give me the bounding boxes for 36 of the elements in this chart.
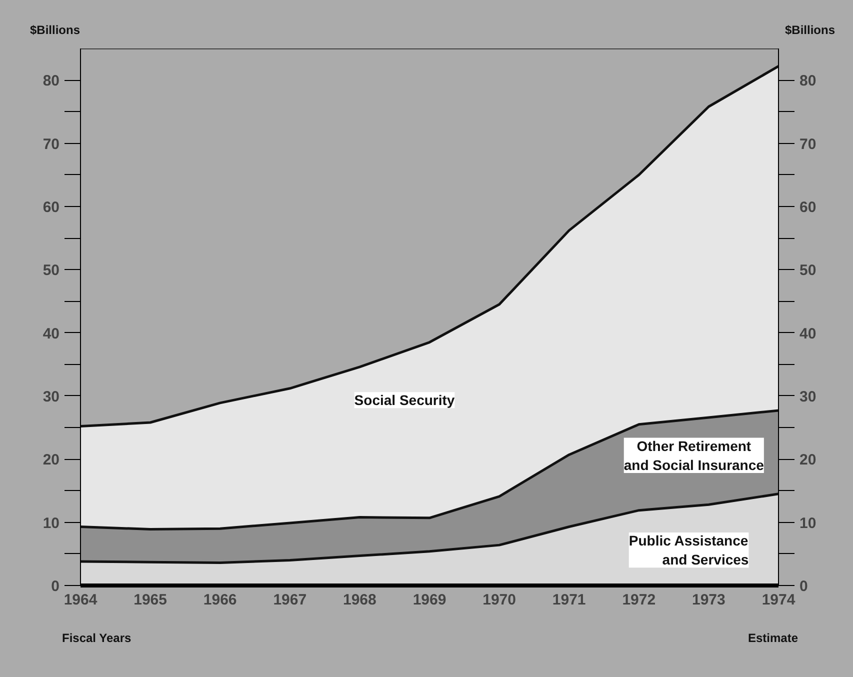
y2-tick-label: 80 (800, 72, 816, 90)
series-label: Other Retirement and Social Insurance (624, 438, 764, 473)
x-tick-label: 1967 (273, 592, 307, 608)
y-tick-label: 50 (42, 262, 60, 280)
x-tick-label: 1970 (482, 592, 516, 608)
y-tick-label: 30 (42, 388, 60, 406)
y2-tick-label: 60 (800, 198, 816, 216)
y2-tick-label: 0 (800, 578, 808, 595)
y-tick-label: 20 (42, 452, 60, 469)
x-tick-label: 1966 (203, 592, 237, 608)
x-tick-label: 1972 (622, 592, 656, 608)
series-label: Social Security (354, 392, 455, 408)
y2-tick-label: 10 (800, 514, 816, 532)
y-axis-title: $Billions (30, 22, 80, 39)
series-label: Public Assistance and Services (628, 532, 749, 568)
x-tick-label: 1968 (343, 592, 376, 608)
y-tick-label: 40 (42, 325, 60, 342)
y-tick-label: 70 (42, 136, 60, 153)
text: Fiscal Years (62, 630, 132, 647)
y2-tick-label: 20 (800, 452, 816, 469)
x-tick-label: 1971 (552, 592, 586, 608)
x-tick-label: 1965 (134, 592, 167, 608)
x-tick-label: 1964 (64, 592, 98, 608)
y-tick-label: 10 (42, 514, 60, 532)
x-tick-label: 1973 (692, 592, 726, 608)
y2-tick-label: 50 (800, 262, 816, 280)
y2-tick-label: 30 (800, 388, 816, 406)
x-tick-label: 1969 (412, 592, 446, 608)
y2-tick-label: 70 (800, 136, 816, 153)
y-tick-label: 80 (42, 72, 60, 90)
text: Estimate (748, 630, 798, 647)
y2-tick-label: 40 (800, 325, 816, 342)
y-tick-label: 0 (51, 578, 60, 595)
x-tick-label: 1974 (762, 592, 796, 608)
y-tick-label: 60 (42, 198, 60, 216)
y2-axis-title: $Billions (784, 22, 835, 39)
